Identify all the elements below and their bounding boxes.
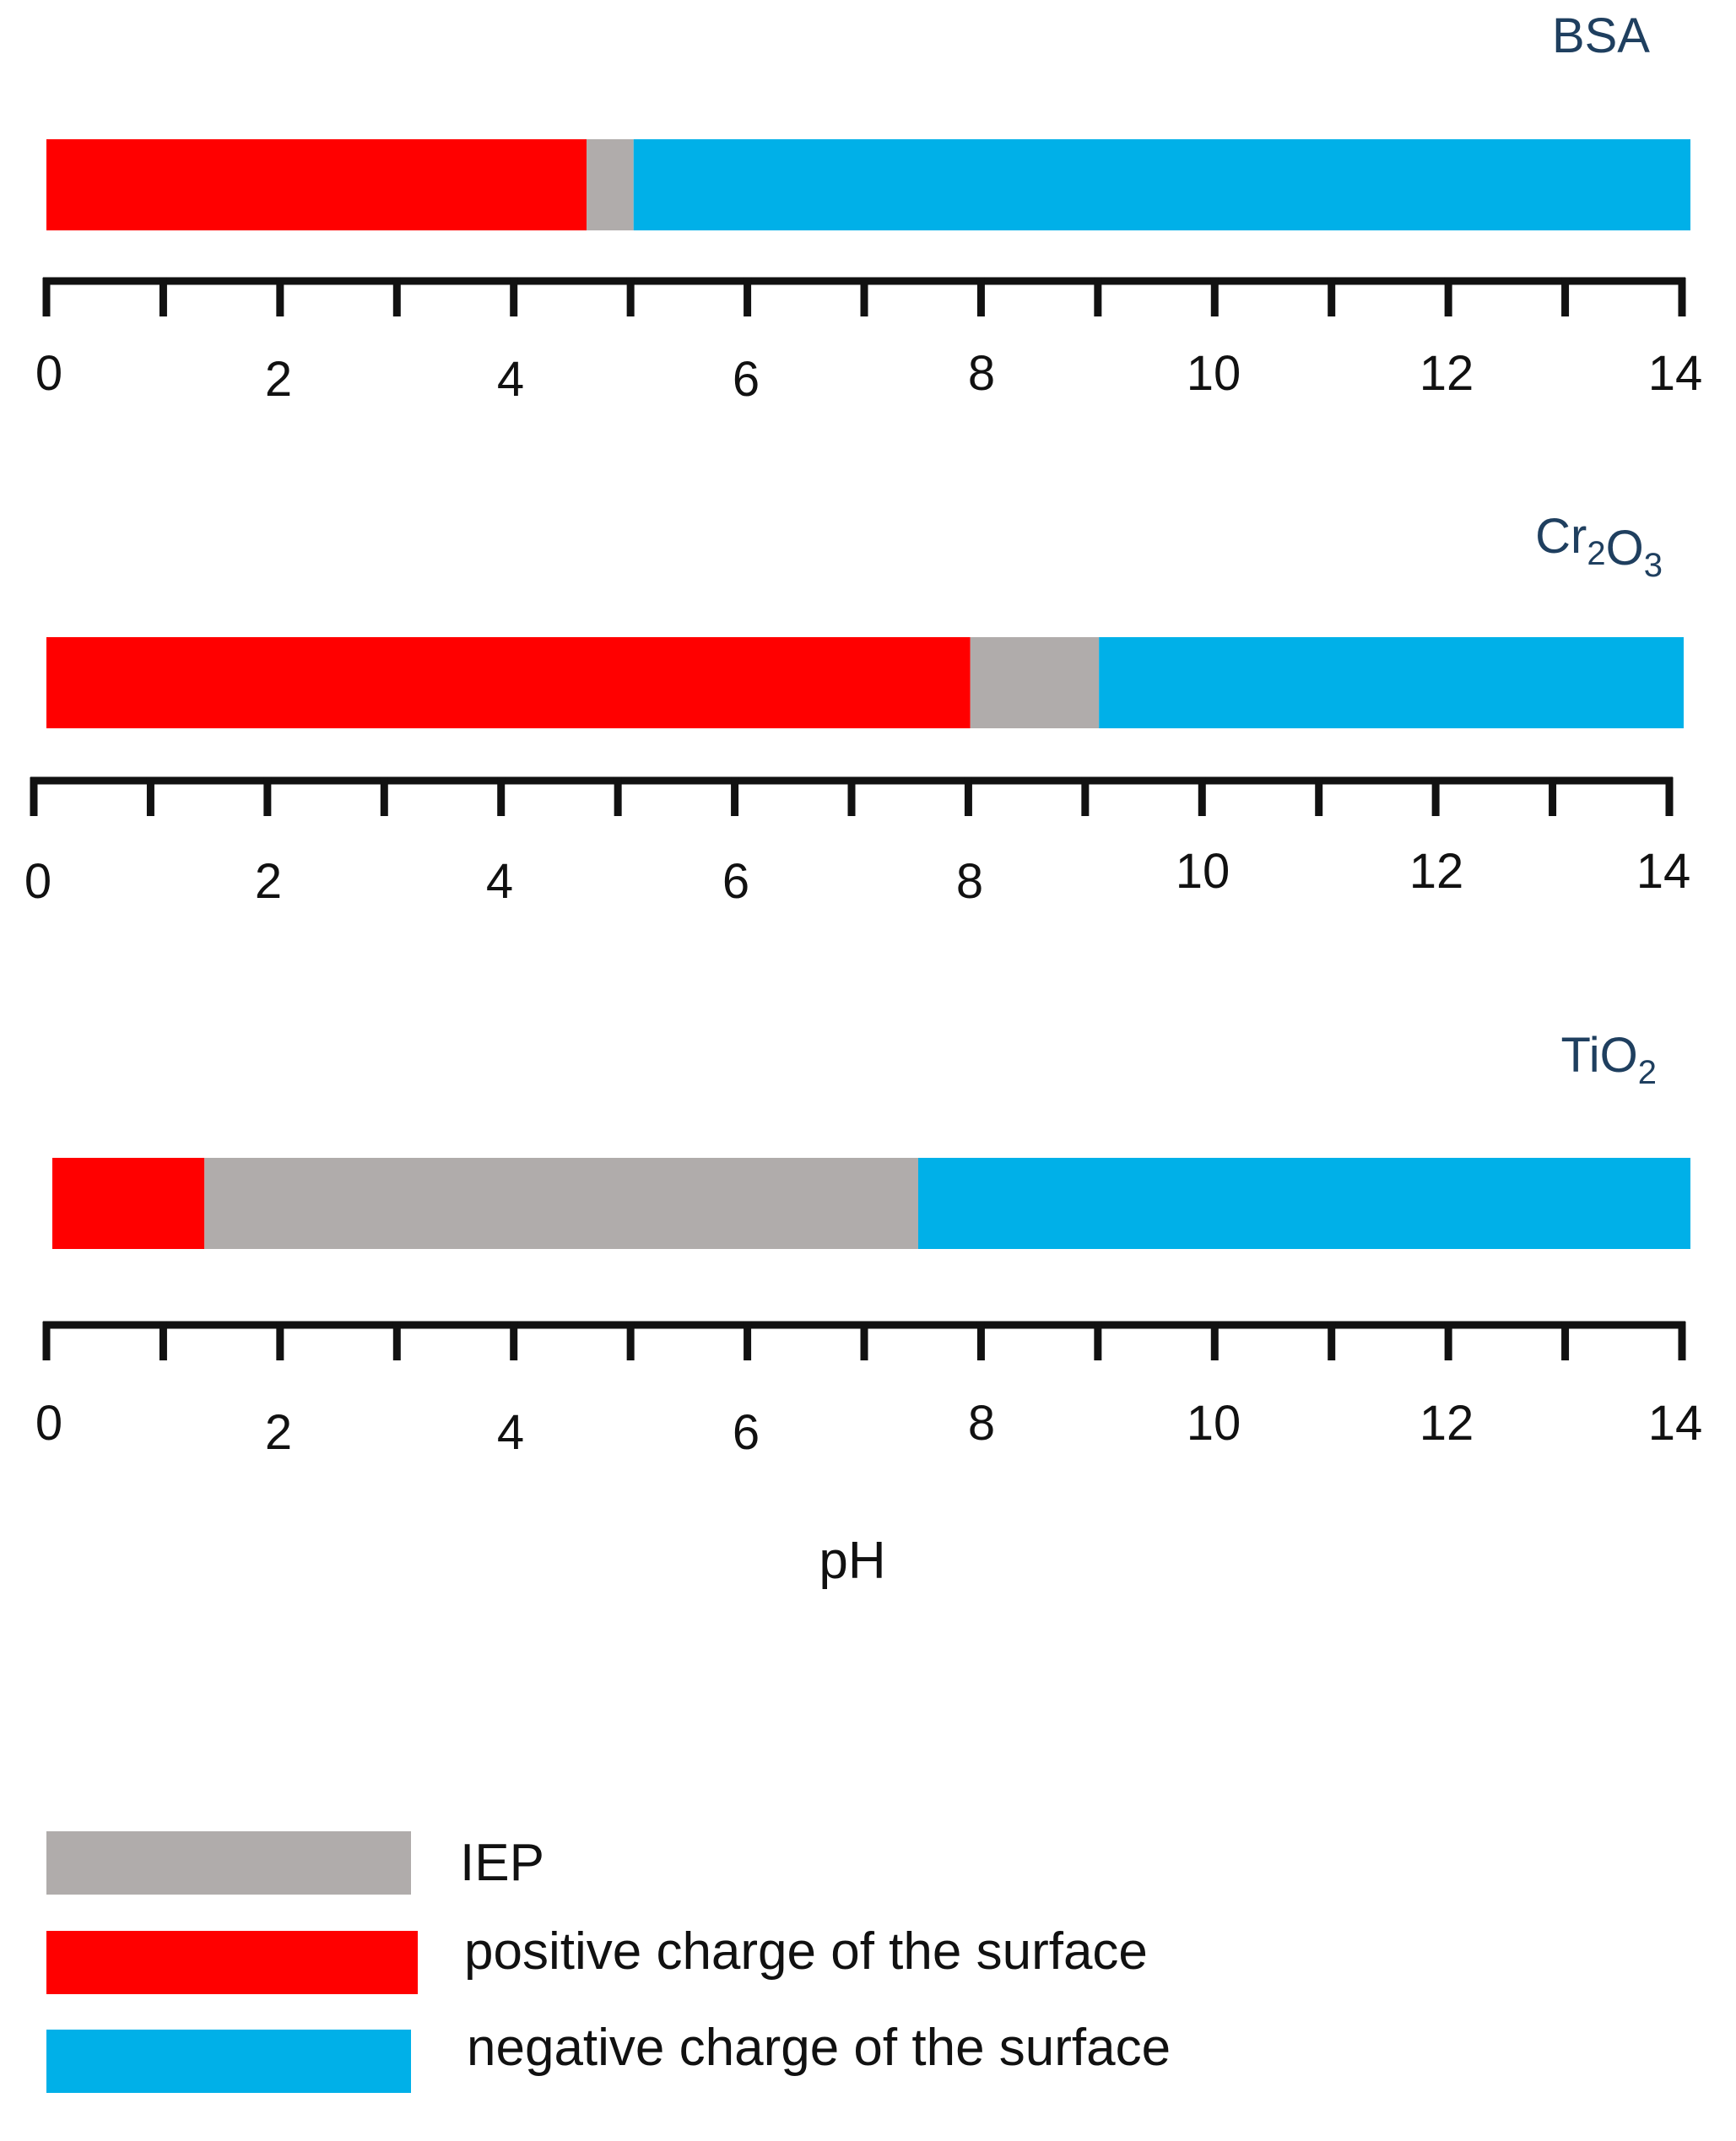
- tick-label: 0: [35, 346, 62, 401]
- legend-item-positive: positive charge of the surface: [46, 1922, 1148, 1994]
- tick-label: 8: [956, 854, 983, 909]
- tick-label: 4: [497, 352, 524, 407]
- bar-segment-positive: [52, 1158, 205, 1249]
- panel-cr2o3: Cr2O3 0 2 4 6 8 10 12 14: [24, 509, 1690, 909]
- legend-swatch-negative: [46, 2030, 411, 2093]
- tick-label: 12: [1420, 1396, 1474, 1451]
- legend-swatch-positive: [46, 1931, 418, 1994]
- x-axis-title: pH: [819, 1532, 885, 1590]
- material-label: Cr2O3: [1535, 509, 1663, 584]
- tick-label: 6: [722, 854, 749, 909]
- bar-segment-positive: [46, 139, 587, 230]
- legend-swatch-iep: [46, 1831, 411, 1895]
- bar-segment-negative: [917, 1158, 1690, 1249]
- tick-label: 8: [968, 1396, 995, 1451]
- tick-label: 14: [1648, 1396, 1703, 1451]
- material-label: BSA: [1552, 8, 1650, 63]
- tick-label: 12: [1420, 346, 1474, 401]
- bar-segment-iep: [587, 139, 634, 230]
- bar-segment-iep: [970, 637, 1100, 728]
- tick-label: 2: [265, 352, 292, 407]
- bar-segment-negative: [1099, 637, 1684, 728]
- tick-label: 4: [486, 854, 513, 909]
- panel-tio2: TiO2 0 2 4 6 8 10 12 14: [35, 1028, 1702, 1460]
- legend-label: negative charge of the surface: [467, 2019, 1171, 2077]
- tick-label: 14: [1636, 844, 1691, 899]
- material-label: TiO2: [1560, 1028, 1657, 1091]
- tick-label: 14: [1648, 346, 1703, 401]
- tick-label: 6: [733, 352, 760, 407]
- tick-label: 0: [35, 1396, 62, 1451]
- legend: IEP positive charge of the surface negativ…: [46, 1831, 1171, 2093]
- bar-segment-iep: [204, 1158, 918, 1249]
- legend-label: positive charge of the surface: [464, 1922, 1148, 1981]
- bar-segment-negative: [633, 139, 1690, 230]
- tick-label: 4: [497, 1405, 524, 1460]
- tick-label: 10: [1187, 346, 1241, 401]
- panel-bsa: BSA 0 2 4 6 8 10 12 14: [35, 8, 1702, 407]
- tick-label: 6: [733, 1405, 760, 1460]
- tick-label: 0: [24, 854, 51, 909]
- tick-label: 10: [1187, 1396, 1241, 1451]
- tick-label: 8: [968, 346, 995, 401]
- tick-label: 2: [265, 1405, 292, 1460]
- legend-item-iep: IEP: [46, 1831, 544, 1895]
- legend-item-negative: negative charge of the surface: [46, 2019, 1171, 2093]
- bar-segment-positive: [46, 637, 971, 728]
- tick-label: 12: [1409, 844, 1464, 899]
- tick-label: 2: [255, 854, 282, 909]
- tick-label: 10: [1176, 844, 1230, 899]
- chart-panels: BSA 0 2 4 6 8 10 12 14 Cr2O3 0 2 4 6 8 10 12 14 TiO2 0 2 4 6 8 1…: [24, 8, 1702, 1460]
- legend-label: IEP: [460, 1834, 544, 1892]
